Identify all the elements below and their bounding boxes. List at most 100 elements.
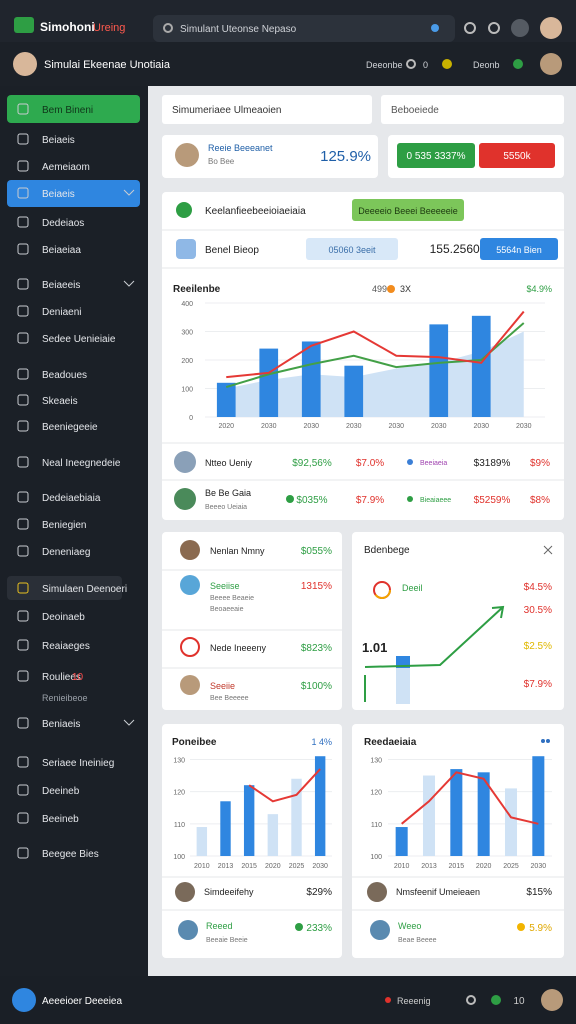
nav-item[interactable]: Skeaeis: [42, 396, 78, 407]
filter-box[interactable]: [162, 95, 372, 124]
y-tick-label: 400: [181, 301, 193, 308]
nav-item[interactable]: Beiaeis: [42, 189, 75, 200]
page-title: Simulai Ekeenae Unotiaia: [44, 59, 171, 71]
close-icon[interactable]: [543, 545, 553, 555]
chart-change: $4.9%: [526, 284, 552, 294]
nav-icon: [17, 491, 29, 503]
sidebar: [0, 86, 148, 976]
y-tick-label: 120: [370, 790, 382, 797]
row-label: Benel Bieop: [205, 245, 259, 256]
nav-item[interactable]: Deneniaeg: [42, 547, 90, 558]
nav-link[interactable]: Deeonbe: [366, 60, 403, 70]
chart-badge: 3X: [400, 284, 411, 294]
avatar: [541, 989, 563, 1011]
bar: [344, 365, 364, 417]
search-placeholder[interactable]: Simulant Uteonse Nepaso: [180, 24, 297, 35]
nav-icon: [17, 103, 29, 115]
chevron: [123, 719, 135, 726]
nav-item[interactable]: Sedee Uenieiaie: [42, 334, 116, 345]
card: [162, 135, 378, 178]
bar: [477, 772, 490, 856]
nav-link[interactable]: 0: [423, 60, 428, 70]
breakdown-value: $2.5%: [524, 641, 552, 652]
row-sub: Beae Beeee: [398, 937, 437, 944]
lookup-box[interactable]: [381, 95, 564, 124]
x-tick-label: 2025: [289, 863, 305, 870]
person-name: Nede Ineeeny: [210, 643, 267, 653]
row-name: Simdeeifehy: [204, 887, 254, 897]
avatar: [174, 488, 196, 510]
nav-link[interactable]: Deonb: [473, 60, 500, 70]
nav-item[interactable]: Beadoues: [42, 370, 87, 381]
footer-status: Reeenig: [397, 996, 431, 1006]
nav-item[interactable]: Beniaeis: [42, 719, 80, 730]
icon: [513, 59, 523, 69]
cancel-label[interactable]: 5550k: [503, 151, 531, 162]
nav-item[interactable]: Beegee Bies: [42, 849, 99, 860]
nav-icon: [17, 278, 29, 290]
row-button-label[interactable]: 5564n Bien: [496, 245, 542, 255]
bar: [259, 348, 279, 417]
x-tick-label: 2030: [531, 863, 547, 870]
lookup-text[interactable]: Beboeiede: [391, 105, 439, 116]
growth-arrow: [364, 605, 505, 668]
nav-item[interactable]: Beiaeis: [42, 135, 75, 146]
x-tick-label: 2013: [218, 863, 234, 870]
profile-sub: Bo Bee: [208, 157, 235, 166]
status-dot: [295, 923, 303, 931]
row-field[interactable]: [306, 238, 398, 260]
x-tick-label: 2030: [312, 863, 328, 870]
row-icon: [176, 239, 196, 259]
nav-icon: [17, 812, 29, 824]
nav-item[interactable]: Bem Bineni: [42, 105, 93, 116]
y-tick-label: 100: [370, 854, 382, 861]
nav-item[interactable]: Aemeiaom: [42, 162, 90, 173]
filter-text[interactable]: Simumeriaee Ulmeaoien: [172, 105, 282, 116]
person-name: Nenlan Nmny: [210, 546, 265, 556]
report-badge: [352, 199, 464, 221]
footer-count: 10: [513, 996, 525, 1007]
nav-item[interactable]: Reaiaeges: [42, 641, 90, 652]
row-sub: Beeaie Beeie: [206, 937, 248, 944]
nav-icon: [17, 582, 29, 594]
nav-item[interactable]: Neal Ineegnedeie: [42, 458, 121, 469]
nav-item[interactable]: Seriaee Ineinieg: [42, 758, 114, 769]
nav-item[interactable]: Beeineb: [42, 814, 79, 825]
bar: [532, 756, 545, 856]
nav-icon: [17, 518, 29, 530]
stat-value: $5259%: [474, 495, 511, 506]
nav-item[interactable]: Beiaeeis: [42, 280, 80, 291]
search-box[interactable]: [153, 15, 455, 42]
confirm-label[interactable]: 0 535 3337%: [407, 151, 466, 162]
row-button[interactable]: [480, 238, 558, 260]
cancel-button[interactable]: [479, 143, 555, 168]
confirm-button[interactable]: [397, 143, 475, 168]
status-dot: [407, 496, 413, 502]
y-tick-label: 0: [189, 415, 193, 422]
nav-icon: [17, 545, 29, 557]
row-value: $29%: [306, 887, 332, 898]
nav-item[interactable]: Deniaeni: [42, 307, 81, 318]
nav-icon: [17, 610, 29, 622]
x-tick-label: 2010: [394, 863, 410, 870]
nav-item[interactable]: Dedeiaebiaia: [42, 493, 101, 504]
nav-item[interactable]: Dedeiaos: [42, 218, 84, 229]
nav-item[interactable]: Simulaen Deenoeri: [42, 584, 127, 595]
bar: [220, 801, 231, 856]
brand: Simohoni: [40, 20, 95, 34]
nav-item[interactable]: Deeineb: [42, 786, 80, 797]
x-tick-label: 2015: [241, 863, 257, 870]
nav-icon: [17, 332, 29, 344]
row-value: 5.9%: [529, 923, 552, 934]
nav-item[interactable]: Beiaeiaa: [42, 245, 81, 256]
nav-item[interactable]: Deoinaeb: [42, 612, 85, 623]
stat-sub: Beeeo Ueiaia: [205, 504, 247, 511]
nav-item[interactable]: Beniegien: [42, 520, 86, 531]
x-tick-label: 2015: [449, 863, 465, 870]
bar: [471, 315, 491, 417]
status-dot: [517, 923, 525, 931]
nav-item[interactable]: Rouliees: [42, 672, 81, 683]
nav-item[interactable]: Beeniegeeie: [42, 422, 98, 433]
nav-icon: [17, 216, 29, 228]
